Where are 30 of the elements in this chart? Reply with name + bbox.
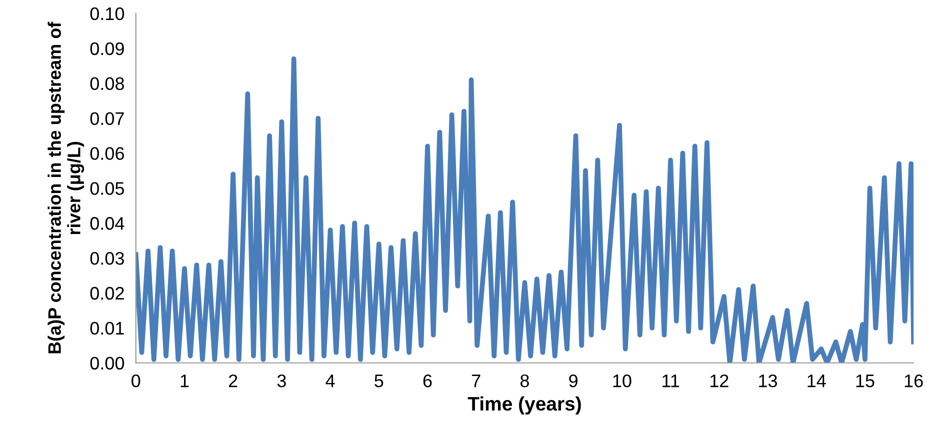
y-tick-label: 0.09 <box>90 42 124 56</box>
x-tick-label: 7 <box>472 374 480 388</box>
y-tick-label: 0.05 <box>90 182 124 195</box>
x-tick-label: 0 <box>132 374 140 388</box>
x-tick-label: 6 <box>423 374 432 388</box>
x-tick-label: 3 <box>277 374 286 388</box>
x-tick-label: 1 <box>180 374 189 388</box>
y-tick-label: 0.02 <box>90 286 124 300</box>
x-tick-label: 10 <box>613 374 632 388</box>
x-tick-label: 12 <box>710 374 728 388</box>
x-axis-title: Time (years) <box>468 396 581 415</box>
x-tick-label: 14 <box>808 374 826 388</box>
y-tick-label: 0.03 <box>90 252 124 265</box>
x-tick-label: 9 <box>569 374 578 388</box>
y-tick-label: 0.08 <box>90 77 124 90</box>
x-tick-label: 15 <box>856 374 874 388</box>
y-axis-title: B(a)P concentration in the upstream of river (μg/L) <box>48 22 84 354</box>
y-tick-label: 0.00 <box>90 356 124 370</box>
x-tick-label: 8 <box>520 374 529 388</box>
x-tick-label: 16 <box>904 374 923 388</box>
y-tick-label: 0.07 <box>90 112 124 125</box>
x-tick-label: 4 <box>326 374 335 388</box>
y-tick-label: 0.01 <box>90 322 124 335</box>
y-tick-label: 0.06 <box>90 147 124 160</box>
x-tick-label: 2 <box>228 374 238 388</box>
x-tick-label: 11 <box>662 374 680 388</box>
x-tick-label: 13 <box>759 374 778 388</box>
y-tick-label: 0.10 <box>90 7 124 20</box>
x-tick-label: 5 <box>374 374 384 388</box>
y-tick-label: 0.04 <box>90 217 124 230</box>
